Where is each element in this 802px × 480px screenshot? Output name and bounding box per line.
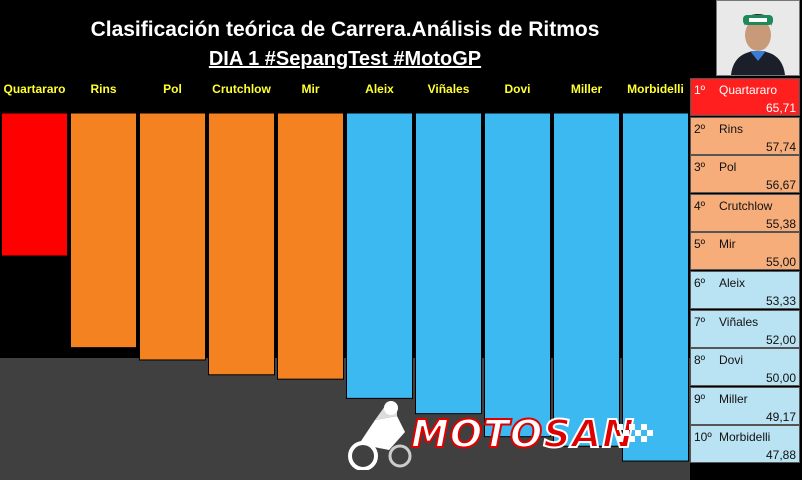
standings-position: 1º (694, 83, 706, 97)
category-label: Dovi (504, 82, 530, 96)
standings-value: 52,00 (765, 332, 796, 347)
standings-position: 2º (694, 121, 706, 136)
standings-rider: Quartararo (719, 83, 778, 97)
standings-row: 9º Miller 49,17 (690, 386, 800, 425)
bar-pol (139, 112, 206, 361)
chart-subtitle: DIA 1 #SepangTest #MotoGP (0, 48, 690, 71)
bar-viñales (415, 112, 482, 415)
rider-portrait-icon (716, 0, 800, 76)
standings-position: 3º (694, 160, 706, 175)
category-label: Morbidelli (627, 82, 684, 96)
standings-rider: Pol (719, 160, 737, 175)
bar-rins (70, 112, 137, 349)
chart-title: Clasificación teórica de Carrera.Análisi… (90, 18, 600, 41)
standings-rider: Morbidelli (719, 430, 771, 445)
standings-row: 6º Aleix 53,33 (690, 271, 800, 309)
chart-subtitle-text: DIA 1 #SepangTest #MotoGP (208, 48, 482, 70)
bar-chart: Quartararo Rins Pol Crutchlow Mir Aleix Viñale… (0, 82, 690, 480)
standings-value: 49,17 (765, 409, 796, 424)
checkered-flag-icon (617, 424, 653, 442)
motorbike-rider-icon (348, 401, 412, 471)
standings-value: 56,67 (765, 178, 796, 193)
standings-row: 7º Viñales 52,00 (690, 309, 800, 348)
standings-rider: Mir (719, 237, 736, 252)
bar-mir (277, 112, 344, 380)
standings-row: 5º Mir 55,00 (690, 232, 800, 271)
standings-position: 7º (694, 314, 706, 329)
bar-crutchlow (208, 112, 275, 376)
category-label: Mir (302, 82, 320, 96)
standings-rider: Dovi (719, 353, 744, 368)
bar-quartararo (1, 112, 68, 257)
standings-rider: Viñales (719, 314, 759, 329)
category-label: Quartararo (3, 82, 65, 96)
standings-row: 8º Dovi 50,00 (690, 348, 800, 387)
category-label: Crutchlow (212, 82, 271, 96)
standings-position: 6º (694, 276, 706, 290)
standings-value: 53,33 (765, 294, 796, 308)
category-label: Viñales (428, 82, 470, 96)
standings-value: 65,71 (765, 101, 796, 115)
bar-dovi (484, 112, 551, 438)
motosan-logo: MOTOSAN (345, 398, 675, 471)
standings-value: 55,00 (765, 255, 796, 270)
standings-row: 3º Pol 56,67 (690, 155, 800, 194)
standings-row: 10º Morbidelli 47,88 (690, 425, 800, 464)
logo-text: MOTOSAN (410, 411, 635, 457)
standings-row: 2º Rins 57,74 (690, 116, 800, 155)
standings-value: 47,88 (765, 448, 796, 463)
standings-position: 9º (694, 391, 706, 406)
standings-rider: Rins (719, 121, 744, 136)
standings-position: 8º (694, 353, 706, 368)
bar-morbidelli (622, 112, 689, 462)
bar-aleix (346, 112, 413, 399)
category-label: Pol (163, 82, 182, 96)
standings-value: 57,74 (765, 139, 796, 154)
standings-rider: Miller (719, 391, 748, 406)
category-label: Miller (571, 82, 603, 96)
standings-row: 1º Quartararo 65,71 (690, 78, 800, 116)
standings-value: 55,38 (765, 216, 796, 231)
standings-rider: Crutchlow (719, 198, 773, 213)
category-label: Aleix (365, 82, 394, 96)
standings-position: 10º (694, 430, 712, 445)
standings-position: 5º (694, 237, 706, 252)
standings-rider: Aleix (719, 276, 746, 290)
standings-row: 4º Crutchlow 55,38 (690, 193, 800, 232)
standings-value: 50,00 (765, 371, 796, 386)
bar-miller (553, 112, 620, 447)
standings-position: 4º (694, 198, 706, 213)
category-label: Rins (90, 82, 116, 96)
